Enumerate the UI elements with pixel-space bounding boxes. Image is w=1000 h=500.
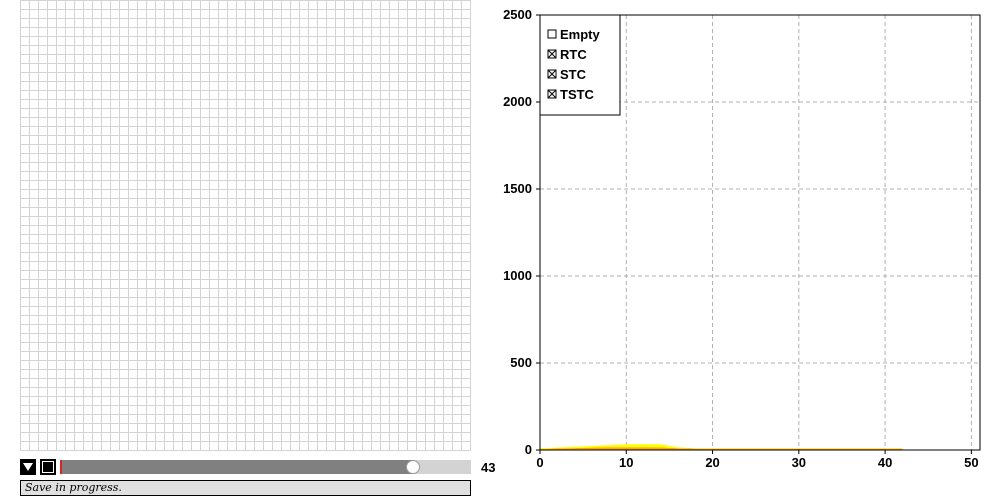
legend-item-tstc[interactable]: TSTC — [547, 87, 595, 102]
area-tstc — [540, 444, 903, 450]
y-tick-label: 0 — [525, 442, 532, 457]
legend-label: STC — [560, 67, 587, 82]
chart-canvas: 0 10 20 30 40 5005001000150020002500EmptyRTCS… — [503, 7, 981, 470]
playback-controls: 43 — [20, 459, 500, 476]
chart-legend: Empty RTC STC TSTC — [539, 14, 621, 116]
x-tick-label: 50 — [964, 455, 978, 470]
x-tick-label: 40 — [878, 455, 892, 470]
y-tick-label: 1500 — [503, 181, 532, 196]
unchecked-checkbox-icon[interactable] — [547, 29, 557, 39]
area-stc — [540, 447, 903, 450]
stop-icon — [42, 461, 54, 473]
grid-canvas[interactable] — [20, 0, 471, 451]
slider-start-marker — [60, 460, 62, 474]
slider-thumb[interactable] — [406, 460, 421, 474]
frame-slider[interactable] — [60, 460, 471, 474]
grid-lines — [20, 0, 471, 451]
population-chart: 0 10 20 30 40 50 0 500 1000 1500 2000 2500 Empty RTC S… — [495, 5, 985, 485]
area-series — [540, 444, 903, 450]
legend-label: Empty — [560, 27, 601, 42]
status-bar: Save in progress. — [20, 480, 471, 496]
triangle-down-icon — [23, 463, 33, 471]
dropdown-button[interactable] — [20, 459, 36, 475]
stop-button[interactable] — [40, 459, 56, 475]
legend-label: RTC — [560, 47, 587, 62]
legend-item-rtc[interactable]: RTC — [547, 47, 587, 62]
x-tick-label: 0 — [536, 455, 543, 470]
x-tick-label: 30 — [792, 455, 806, 470]
y-tick-label: 1000 — [503, 268, 532, 283]
legend-label: TSTC — [560, 87, 595, 102]
y-tick-label: 500 — [510, 355, 532, 370]
legend-item-empty[interactable]: Empty — [547, 27, 601, 42]
status-text: Save in progress. — [25, 481, 122, 494]
y-tick-label: 2500 — [503, 7, 532, 22]
plot-frame — [539, 14, 981, 451]
slider-fill — [60, 460, 414, 474]
simulation-grid[interactable] — [20, 0, 471, 451]
x-tick-label: 10 — [619, 455, 633, 470]
legend-item-stc[interactable]: STC — [547, 67, 587, 82]
frame-counter: 43 — [481, 460, 496, 475]
y-tick-label: 2000 — [503, 94, 532, 109]
x-tick-label: 20 — [705, 455, 719, 470]
